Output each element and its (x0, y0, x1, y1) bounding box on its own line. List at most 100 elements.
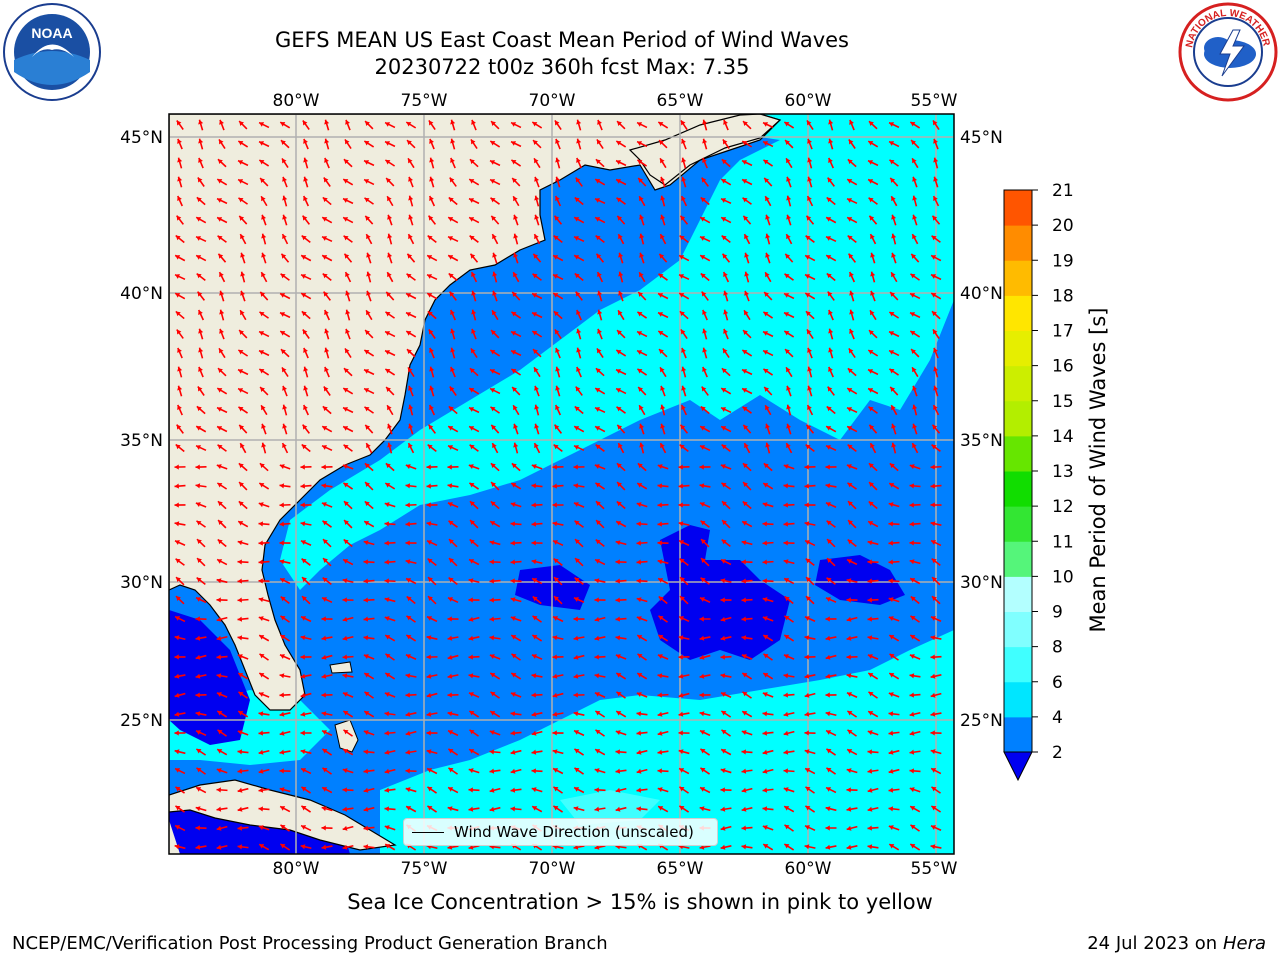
wave-direction-arrowhead (363, 825, 369, 831)
wave-direction-arrowhead (448, 217, 454, 222)
wave-direction-arrowhead (786, 195, 792, 201)
wave-direction-arrowhead (681, 405, 686, 411)
wave-direction-arrowhead (742, 388, 748, 393)
colorbar-tick-label: 16 (1052, 357, 1074, 377)
wave-direction-arrowhead (680, 596, 685, 602)
wave-direction-arrowhead (343, 729, 349, 735)
wave-direction-arrowhead (930, 711, 936, 717)
wave-direction-arrowhead (910, 293, 916, 298)
wave-direction-arrowhead (678, 711, 684, 717)
wave-direction-arrowhead (741, 825, 747, 831)
wave-direction-arrowhead (723, 272, 728, 278)
wave-direction-arrowhead (471, 119, 476, 125)
wave-direction-arrowhead (531, 464, 537, 470)
wave-direction-arrowhead (722, 348, 728, 354)
wave-direction-arrowhead (576, 138, 582, 144)
wave-direction-arrowhead (363, 559, 368, 565)
wave-direction-arrowhead (217, 749, 223, 754)
wave-direction-arrowhead (679, 540, 685, 545)
wave-direction-arrowhead (573, 635, 579, 641)
wave-direction-arrowhead (238, 197, 244, 203)
wave-direction-arrowhead (595, 444, 601, 450)
wave-direction-arrowhead (636, 578, 641, 584)
nws-logo: NATIONAL WEATHER SERVICE (1178, 2, 1278, 102)
wave-direction-arrowhead (867, 578, 872, 584)
wave-direction-arrowhead (490, 388, 496, 393)
wave-direction-arrowhead (847, 159, 853, 165)
wave-direction-arrowhead (786, 404, 792, 410)
wave-direction-arrowhead (174, 464, 179, 470)
wave-direction-arrowhead (198, 366, 203, 372)
wave-direction-arrowhead (699, 502, 705, 507)
wave-direction-arrowhead (573, 711, 579, 717)
wave-direction-arrowhead (448, 730, 454, 735)
wave-direction-arrowhead (594, 692, 600, 697)
wave-direction-arrowhead (176, 215, 182, 221)
wave-direction-arrowhead (471, 290, 477, 296)
wave-direction-arrowhead (595, 407, 600, 412)
wave-direction-arrowhead (679, 311, 685, 317)
wave-direction-arrowhead (300, 730, 305, 736)
wave-direction-arrowhead (531, 654, 537, 659)
colorbar-tick-label: 14 (1052, 427, 1074, 447)
wave-direction-arrowhead (300, 673, 306, 679)
wave-direction-arrowhead (510, 787, 516, 793)
wave-direction-arrowhead (615, 654, 621, 659)
wave-period-under-2-east (815, 555, 905, 605)
wave-direction-arrowhead (678, 749, 684, 755)
wave-direction-arrowhead (237, 578, 242, 584)
wave-direction-arrowhead (869, 424, 875, 430)
wave-direction-arrowhead (720, 844, 726, 850)
wave-direction-arrowhead (342, 464, 348, 470)
wave-direction-arrowhead (387, 214, 393, 220)
wave-direction-arrowhead (574, 406, 580, 412)
wave-direction-arrowhead (196, 787, 202, 792)
wave-direction-arrowhead (721, 539, 727, 545)
wave-direction-arrowhead (618, 443, 623, 449)
wave-direction-arrowhead (324, 138, 330, 144)
wave-direction-arrowhead (762, 692, 768, 697)
wave-direction-arrowhead (573, 464, 578, 470)
wave-direction-arrowhead (933, 157, 939, 163)
wave-direction-arrowhead (700, 197, 706, 203)
wave-direction-arrowhead (427, 616, 433, 621)
wave-direction-arrowhead (615, 597, 620, 603)
wave-direction-arrowhead (384, 540, 389, 546)
wave-direction-arrowhead (281, 253, 287, 259)
wave-direction-arrowhead (345, 328, 350, 334)
wave-direction-arrowhead (492, 310, 497, 316)
wave-direction-arrowhead (763, 122, 769, 127)
wave-direction-arrowhead (762, 787, 768, 793)
wave-direction-arrowhead (636, 749, 642, 755)
wave-direction-arrowhead (912, 443, 917, 449)
wave-direction-arrowhead (805, 293, 811, 298)
wave-direction-arrowhead (888, 502, 894, 508)
wave-direction-arrowhead (174, 692, 180, 698)
wave-direction-arrowhead (804, 464, 809, 470)
wave-direction-arrowhead (216, 654, 221, 660)
wave-direction-arrowhead (891, 233, 897, 239)
wave-direction-arrowhead (174, 635, 180, 641)
wave-direction-arrowhead (932, 577, 937, 582)
wave-direction-arrowhead (237, 844, 243, 850)
wave-direction-arrowhead (783, 521, 788, 527)
wave-direction-arrowhead (720, 692, 726, 697)
wave-direction-arrowhead (594, 654, 599, 660)
wave-direction-arrowhead (846, 692, 852, 697)
wave-direction-arrowhead (238, 369, 244, 374)
wave-direction-arrowhead (196, 217, 202, 222)
wave-direction-arrowhead (721, 198, 726, 203)
wave-direction-arrowhead (657, 692, 662, 698)
wave-direction-arrowhead (743, 330, 748, 336)
wave-direction-arrowhead (490, 197, 496, 203)
wave-direction-arrowhead (385, 311, 391, 317)
wave-direction-arrowhead (658, 273, 664, 279)
wave-direction-arrowhead (765, 252, 771, 258)
wave-direction-arrowhead (554, 577, 559, 582)
wave-direction-arrowhead (175, 558, 181, 564)
wave-direction-arrowhead (302, 215, 308, 221)
wave-direction-arrowhead (846, 787, 851, 793)
wave-direction-arrowhead (658, 635, 664, 640)
wave-direction-arrowhead (301, 558, 307, 564)
wave-direction-arrowhead (639, 272, 644, 278)
